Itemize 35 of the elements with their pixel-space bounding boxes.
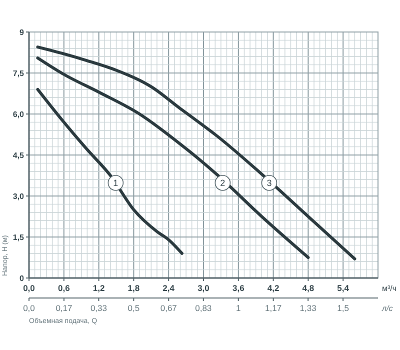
x2-tick-label: 0,0 [23,303,36,313]
line-series [36,46,356,260]
y-tick-label: 0 [20,274,25,283]
x-tick-label: 5,4 [337,283,350,293]
y-tick-label: 4,5 [12,150,25,160]
x-tick-label: 2,4 [162,283,175,293]
x2-tick-label: 0,17 [56,303,73,313]
line-series [36,56,310,259]
x-tick-label: 1,2 [92,283,105,293]
x-tick-label: 3,6 [232,283,245,293]
y-tick-label: 7,5 [12,68,25,78]
x2-tick-label: 1,5 [337,303,350,313]
x2-tick-label: 1 [236,303,241,313]
y-tick-label: 6,0 [12,110,25,119]
x2-axis-title: л/с [381,304,393,313]
x2-tick-label: 0,67 [160,303,178,313]
line-series [36,88,184,255]
x-axis-title: м³/ч [382,284,397,293]
x2-tick-label: 1,17 [265,303,282,313]
x2-tick-label: 0,5 [128,303,140,313]
x2-tick-label: 0,83 [195,303,212,313]
y-tick-label: 3,0 [12,192,25,201]
x-tick-label: 0,6 [58,283,70,293]
annotation: 3 [266,178,272,188]
annotation: 1 [113,178,118,188]
y-tick-label: 1,5 [12,232,25,242]
x-tick-label: 0,0 [23,283,36,293]
x-tick-label: 4,2 [267,283,280,293]
x2-tick-label: 0,33 [90,303,108,313]
annotation: 2 [220,178,226,188]
y-tick-label: 9 [20,28,25,37]
x-tick-label: 4,8 [302,283,314,293]
x2-tick-label: 1,33 [300,303,317,313]
x-tick-label: 1,8 [128,283,140,293]
x-tick-label: 3,0 [198,283,210,293]
